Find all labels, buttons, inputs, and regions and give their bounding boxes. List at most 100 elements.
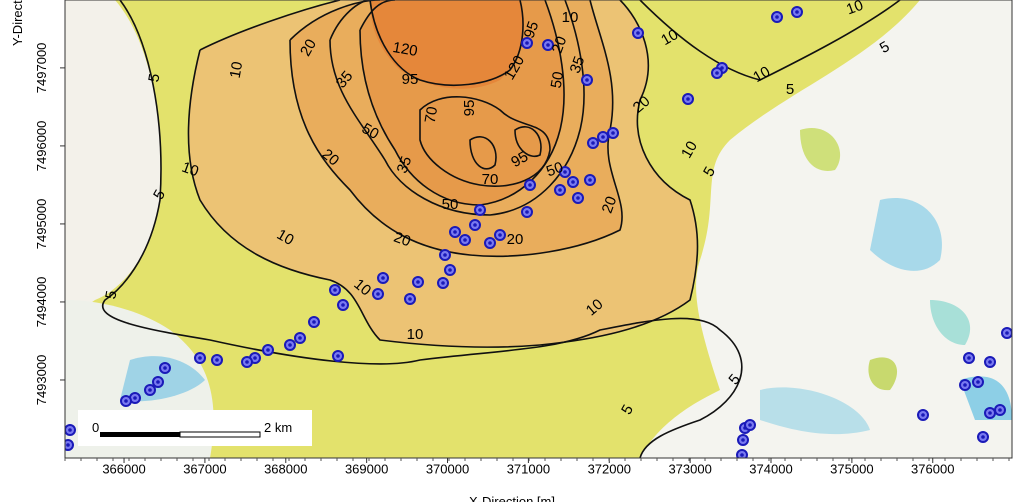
contour-label: 95 <box>402 71 419 88</box>
well-marker-core <box>478 208 482 212</box>
well-marker-core <box>741 438 745 442</box>
well-marker-core <box>498 233 502 237</box>
x-tick-label: 369000 <box>345 461 388 476</box>
contour-label: 70 <box>422 105 442 124</box>
well-marker-core <box>686 97 690 101</box>
well-marker-core <box>963 383 967 387</box>
well-marker-core <box>215 358 219 362</box>
contour-label: 10 <box>407 326 424 343</box>
y-tick-label: 7494000 <box>34 277 49 328</box>
well-marker-core <box>998 408 1002 412</box>
scale-segment <box>179 431 261 438</box>
well-marker-core <box>266 348 270 352</box>
x-tick-label: 375000 <box>830 461 873 476</box>
well-marker-core <box>981 435 985 439</box>
well-marker-core <box>408 297 412 301</box>
contour-label: 95 <box>461 100 478 117</box>
well-marker-core <box>333 288 337 292</box>
x-tick-label: 366000 <box>102 461 145 476</box>
y-tick-label: 7497000 <box>34 43 49 94</box>
axis-ticks: 366000 367000 368000 369000 370000 371000 3720… <box>34 43 1010 476</box>
contour-label: 10 <box>562 9 579 26</box>
plot-frame <box>64 0 1013 459</box>
contour-label: 20 <box>599 194 621 215</box>
well-marker-core <box>288 343 292 347</box>
y-axis-title: Y-Direction [m] <box>10 0 25 46</box>
contour-label: 120 <box>391 39 419 60</box>
contour-label: 70 <box>482 171 499 188</box>
contour-label: 50 <box>442 196 459 213</box>
well-marker-core <box>601 135 605 139</box>
zone-120 <box>370 0 524 89</box>
basemap-left <box>65 0 161 330</box>
well-markers <box>65 6 1012 458</box>
well-marker-core <box>453 230 457 234</box>
contour-5 <box>102 0 743 458</box>
x-tick-label: 372000 <box>588 461 631 476</box>
contour-label: 20 <box>507 231 524 248</box>
well-marker-core <box>156 380 160 384</box>
y-tick-label: 7496000 <box>34 121 49 172</box>
contour-label: 5 <box>145 72 163 83</box>
lake <box>760 387 870 435</box>
scale-end: 2 km <box>264 420 292 435</box>
well-marker-core <box>133 396 137 400</box>
y-tick-label: 7495000 <box>34 199 49 250</box>
well-marker-core <box>416 280 420 284</box>
contour-label: 95 <box>521 19 543 40</box>
x-axis-title: X-Direction [m] <box>469 494 555 502</box>
well-marker-core <box>312 320 316 324</box>
well-marker-core <box>715 71 719 75</box>
contour-label: 20 <box>549 34 571 55</box>
x-tick-label: 367000 <box>183 461 226 476</box>
contour-10 <box>187 0 699 348</box>
well-marker-core <box>563 170 567 174</box>
well-marker-core <box>576 196 580 200</box>
wetland <box>930 300 971 345</box>
well-marker-core <box>66 443 70 447</box>
map-area <box>65 0 1012 458</box>
contour-label: 10 <box>274 226 297 249</box>
x-tick-label: 373000 <box>668 461 711 476</box>
well-marker-core <box>68 428 72 432</box>
x-tick-label: 374000 <box>749 461 792 476</box>
well-marker-core <box>376 292 380 296</box>
green-patch <box>800 128 841 171</box>
y-tick-label: 7493000 <box>34 355 49 406</box>
well-marker-core <box>967 356 971 360</box>
well-marker-core <box>636 31 640 35</box>
well-marker-core <box>988 411 992 415</box>
contour-label: 50 <box>544 159 565 181</box>
scale-box <box>78 410 312 446</box>
scale-start: 0 <box>92 420 99 435</box>
contour-label: 10 <box>750 63 773 86</box>
contour-70 <box>419 96 551 187</box>
well-marker-core <box>775 15 779 19</box>
x-tick-label: 376000 <box>911 461 954 476</box>
contour-label: 20 <box>297 36 320 59</box>
well-marker-core <box>341 303 345 307</box>
contour-label: 5 <box>102 289 120 300</box>
contour-label: 10 <box>844 0 865 18</box>
x-tick-label: 368000 <box>264 461 307 476</box>
contour-lines <box>102 0 901 458</box>
scale-segment <box>100 432 180 437</box>
well-marker-core <box>298 336 302 340</box>
well-marker-core <box>441 281 445 285</box>
well-marker-core <box>546 43 550 47</box>
contour-label: 95 <box>508 148 531 171</box>
well-marker-core <box>585 78 589 82</box>
contour-label: 10 <box>227 60 247 79</box>
contour-label: 5 <box>786 81 794 98</box>
well-marker-core <box>976 380 980 384</box>
contour-95 <box>469 126 542 170</box>
well-marker-core <box>124 399 128 403</box>
well-marker-core <box>795 10 799 14</box>
x-tick-label: 371000 <box>507 461 550 476</box>
scale-bar: 0 2 km <box>78 410 312 446</box>
well-marker-core <box>528 183 532 187</box>
well-marker-core <box>611 131 615 135</box>
well-marker-core <box>525 210 529 214</box>
well-marker-core <box>588 178 592 182</box>
